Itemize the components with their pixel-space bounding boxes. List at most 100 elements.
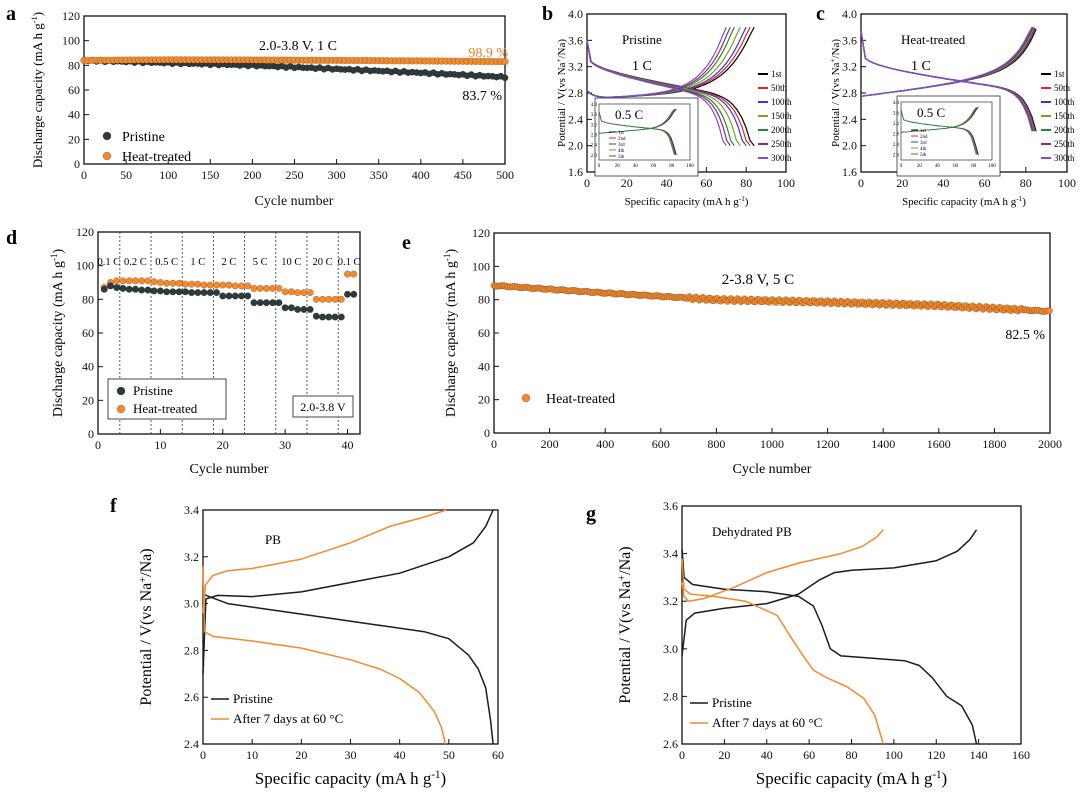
pristine-point bbox=[325, 313, 333, 321]
heat-treated-point bbox=[125, 277, 133, 285]
y-axis-label: Discharge capacity (mA h g-1) bbox=[49, 249, 66, 418]
heat-treated-point bbox=[237, 282, 246, 290]
heat-treated-point bbox=[300, 289, 308, 297]
voltage-window-label: 2.0-3.8 V bbox=[300, 400, 346, 414]
legend-entry: 250th bbox=[1054, 139, 1075, 149]
x-tick-label: 400 bbox=[596, 437, 614, 451]
panel-label: b bbox=[542, 3, 553, 25]
y-tick-label: 3.2 bbox=[663, 594, 678, 608]
inset-legend-entry: 3rd bbox=[920, 141, 927, 146]
heat-treated-point bbox=[312, 295, 320, 303]
x-tick-label: 140 bbox=[970, 748, 988, 762]
pristine-point bbox=[113, 284, 121, 292]
heat-treated-point bbox=[175, 279, 183, 287]
heat-treated-point bbox=[144, 277, 152, 285]
legend-entry: 50th bbox=[771, 83, 788, 93]
x-tick-label: 100 bbox=[159, 168, 177, 182]
x-tick-label: 40 bbox=[394, 748, 406, 762]
rate-label: 0.5 C bbox=[155, 257, 178, 268]
heat-treated-point bbox=[319, 295, 327, 303]
legend-entry: 250th bbox=[771, 139, 792, 149]
inset-plot-frame bbox=[598, 103, 691, 161]
y-tick-label: 100 bbox=[62, 34, 80, 48]
y-tick-label: 120 bbox=[62, 9, 80, 23]
panel-label: g bbox=[586, 503, 596, 525]
pristine-point bbox=[212, 289, 221, 297]
heat-treated-point bbox=[163, 279, 171, 287]
x-tick-label: 50 bbox=[120, 168, 132, 182]
legend-marker-heat-treated bbox=[521, 393, 531, 403]
heat-treated-point bbox=[250, 284, 258, 292]
x-tick-label: 80 bbox=[740, 176, 752, 190]
inset-y-tick: 4.0 bbox=[893, 101, 900, 106]
y-axis-label: Potential / V(vs Na+/Na) bbox=[138, 548, 156, 705]
curve-after-7-days-charge bbox=[681, 529, 884, 602]
y-tick-label: 4.0 bbox=[568, 7, 583, 21]
y-tick-label: 0 bbox=[88, 427, 94, 441]
pristine-point bbox=[306, 305, 314, 313]
x-tick-label: 60 bbox=[492, 748, 504, 762]
pristine-point bbox=[206, 289, 214, 297]
y-tick-label: 120 bbox=[76, 225, 94, 239]
heat-treated-point bbox=[262, 284, 270, 292]
x-tick-label: 600 bbox=[652, 437, 670, 451]
x-axis-label: Specific capacity (mA h g-1) bbox=[902, 195, 1026, 208]
inset-plot-frame bbox=[900, 101, 993, 161]
heat-treated-point bbox=[350, 270, 358, 278]
curve-after-7-days-charge bbox=[202, 509, 447, 614]
pristine-point bbox=[350, 290, 358, 298]
rate-label: 0.1 C bbox=[98, 257, 121, 268]
y-tick-label: 4.0 bbox=[842, 7, 857, 21]
pristine-point bbox=[200, 289, 208, 297]
legend-heat-treated: Heat-treated bbox=[133, 401, 198, 416]
legend-entry: 200th bbox=[771, 125, 792, 135]
x-tick-label: 0 bbox=[95, 438, 101, 452]
panel-b: 0 20 40 60 80 100 1.6 2.0 2.4 2.8 3.2 3.6 4.0 b Potent… bbox=[542, 3, 795, 208]
panel-a: 0 50 100 150 200 250 300 350 400 450 500 0 20 40 60 80 1… bbox=[6, 3, 514, 209]
y-tick-label: 120 bbox=[472, 226, 490, 240]
inset-x-tick: 60 bbox=[651, 164, 657, 169]
y-axis-label: Potential / V(vs Na+/Na) bbox=[555, 39, 568, 147]
y-tick-label: 2.4 bbox=[184, 737, 199, 751]
inset-legend-entry: 5th bbox=[618, 155, 625, 160]
x-tick-label: 0 bbox=[200, 748, 206, 762]
heat-treated-point bbox=[119, 277, 127, 285]
y-tick-label: 2.4 bbox=[568, 112, 583, 126]
x-tick-label: 40 bbox=[761, 748, 773, 762]
inset-legend-entry: 2nd bbox=[618, 137, 626, 142]
heat-treated-point bbox=[306, 289, 314, 297]
y-tick-label: 3.4 bbox=[663, 547, 678, 561]
heat-treated-point bbox=[181, 280, 189, 288]
pristine-point bbox=[219, 292, 227, 300]
charge-curve-300th bbox=[586, 26, 727, 98]
legend-entry: 200th bbox=[1054, 125, 1075, 135]
inset-y-tick: 2.0 bbox=[591, 154, 598, 159]
y-tick-label: 2.4 bbox=[842, 112, 857, 126]
y-tick-label: 2.8 bbox=[663, 689, 678, 703]
legend-pristine: Pristine bbox=[233, 691, 273, 706]
x-tick-label: 0 bbox=[81, 168, 87, 182]
pristine-point bbox=[225, 292, 233, 300]
voltage-window-box bbox=[292, 395, 354, 418]
pristine-point bbox=[119, 284, 127, 292]
legend-marker-heat-treated bbox=[102, 151, 112, 161]
x-tick-label: 0 bbox=[584, 176, 590, 190]
y-tick-label: 40 bbox=[478, 359, 490, 373]
heat-treated-point bbox=[156, 278, 164, 287]
inset-rate-label: 0.5 C bbox=[615, 107, 643, 122]
x-tick-label: 160 bbox=[1012, 748, 1030, 762]
y-axis-label: Discharge capacity (mA h g-1) bbox=[29, 12, 45, 168]
x-tick-label: 40 bbox=[661, 176, 673, 190]
pristine-point bbox=[343, 290, 352, 298]
heat-treated-point bbox=[256, 284, 264, 292]
pristine-point bbox=[144, 286, 152, 294]
panel-e: 0 200 400 600 800 1000 1200 1400 1600 1800 2000 0 20… bbox=[402, 226, 1062, 477]
y-tick-label: 80 bbox=[478, 293, 490, 307]
inset-legend-entry: 5th bbox=[920, 153, 927, 158]
x-tick-label: 0 bbox=[491, 437, 497, 451]
legend-after-7-days: After 7 days at 60 °C bbox=[712, 715, 822, 730]
x-tick-label: 300 bbox=[328, 168, 346, 182]
panel-label: e bbox=[402, 232, 411, 254]
inset-y-tick: 2.0 bbox=[893, 154, 900, 159]
inset-legend-entry: 1st bbox=[920, 129, 926, 134]
